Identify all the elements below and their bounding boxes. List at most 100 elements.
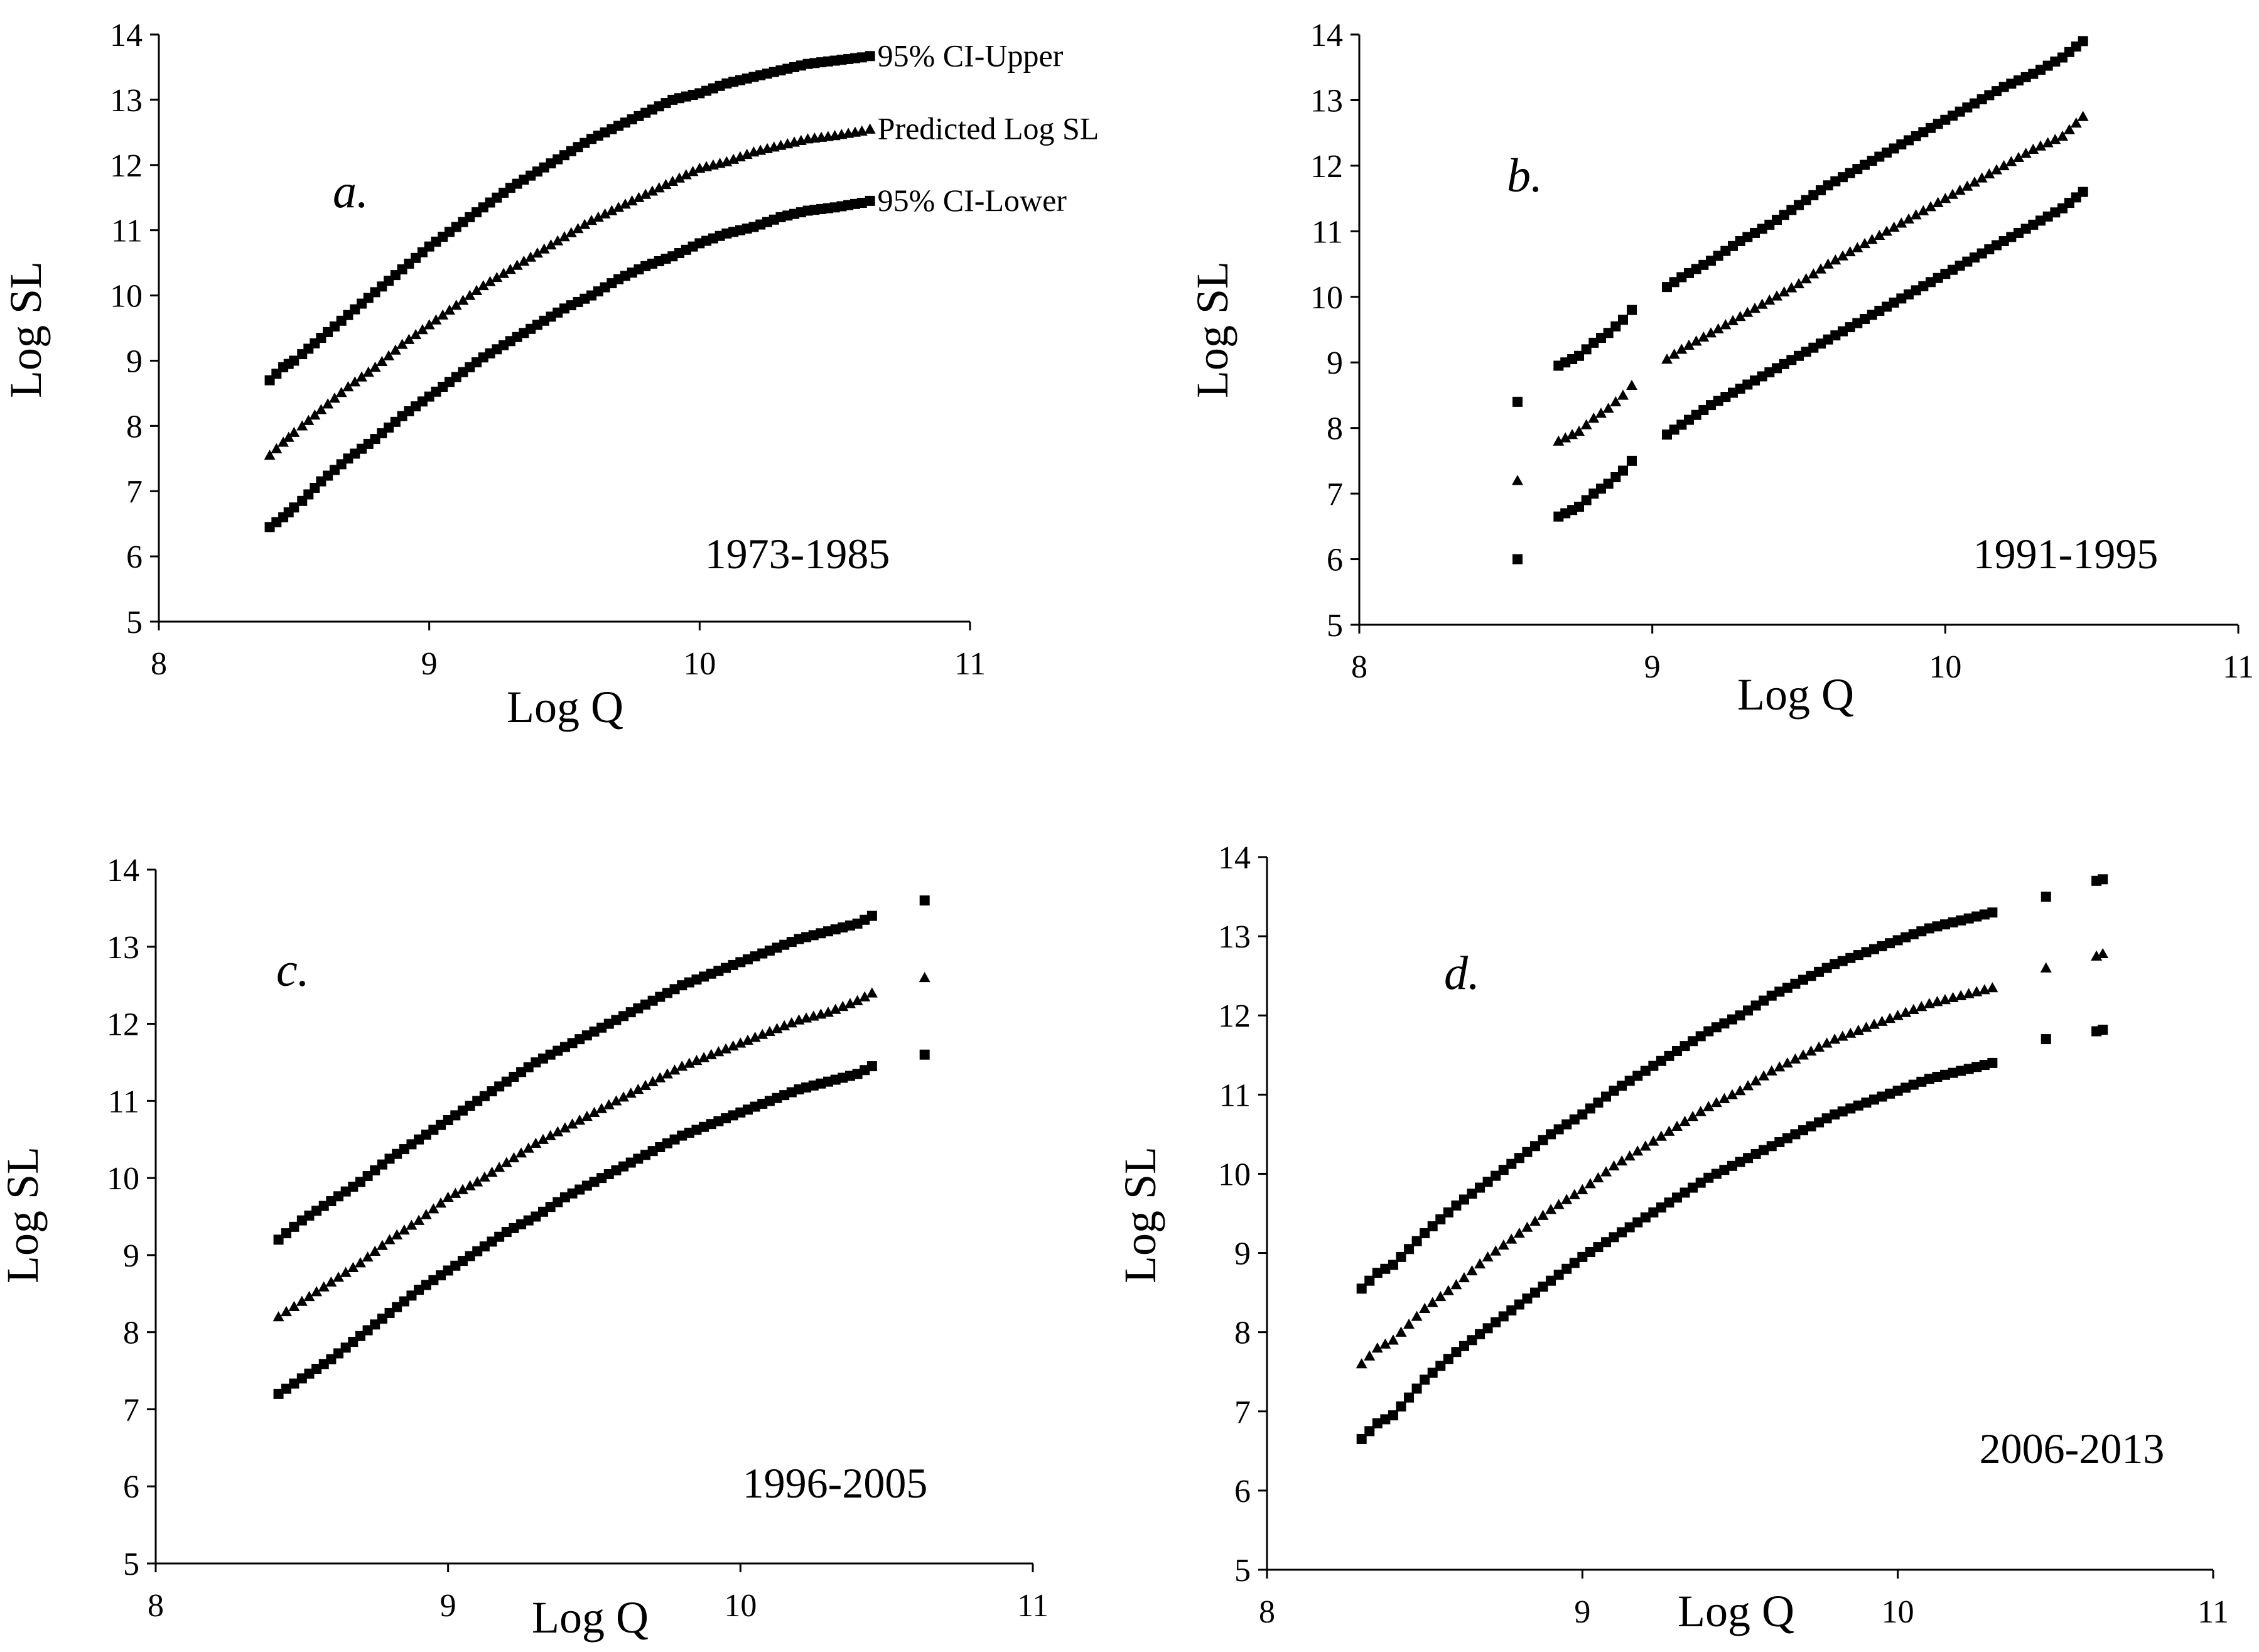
data-point-triangle [1419,1302,1431,1314]
data-point-square [1546,1275,1556,1286]
period-label: 1973-1985 [705,530,890,578]
data-point-triangle [844,998,856,1008]
data-point-triangle [1426,1297,1438,1307]
data-point-triangle [851,995,863,1005]
data-point-triangle [362,366,374,377]
data-point-square [1679,1041,1690,1052]
data-point-triangle [1837,250,1848,261]
data-point-triangle [1764,294,1776,305]
y-tick-label: 12 [110,148,143,184]
data-point-triangle [309,409,321,420]
data-point-triangle [2040,962,2052,973]
data-point-triangle [633,192,645,202]
data-point-triangle [669,1064,681,1075]
chart-panel-2: 5 6 7 8 9 10 11 12 13 14 8 9 10 11 Log Q Log SL b. 1991-1… [1187,18,2254,720]
data-point-triangle [1712,323,1724,333]
data-point-square [273,1388,284,1399]
data-point-triangle [599,208,611,219]
data-point-triangle [572,223,584,234]
data-point-triangle [1626,379,1637,390]
data-point-square [1561,1119,1572,1130]
data-point-square [1845,1103,1856,1114]
data-point-triangle [1588,413,1600,423]
data-point-triangle [1466,1265,1478,1276]
data-point-square [1932,921,1943,932]
legend-label: 95% CI-Upper [878,38,1064,73]
data-point-triangle [1450,1279,1462,1290]
data-point-triangle [1987,982,1998,993]
data-point-triangle [1720,319,1732,330]
data-point-triangle [2077,111,2089,121]
x-axis-title: Log Q [1737,669,1854,720]
data-point-triangle [2070,117,2082,128]
data-point-square [1491,1317,1501,1327]
data-point-triangle [691,1054,703,1066]
x-tick-label: 9 [1644,649,1661,685]
data-point-triangle [1750,1075,1762,1086]
data-point-square [1618,465,1628,476]
data-point-square [1624,1222,1635,1233]
data-point-triangle [1876,1015,1888,1026]
series-95-ci-upper [1356,874,2108,1294]
data-point-square [281,1383,291,1394]
series-95-ci-lower [1356,1024,2108,1444]
period-label: 1996-2005 [743,1459,928,1507]
data-point-square [1774,1137,1785,1147]
data-point-square [1577,1251,1588,1262]
data-point-triangle [574,1115,586,1125]
data-point-triangle [1624,1150,1636,1161]
data-point-triangle [1671,1120,1683,1131]
data-point-triangle [420,1209,432,1219]
data-point-square [1703,1026,1714,1037]
data-point-triangle [1734,311,1746,321]
period-label: 2006-2013 [1980,1425,2165,1472]
data-point-square [1404,1392,1415,1403]
data-point-triangle [2042,137,2054,148]
y-tick-label: 10 [1218,1157,1251,1192]
data-point-square [2078,36,2088,46]
y-tick-label: 6 [1234,1474,1251,1509]
data-point-square [1940,1069,1951,1080]
data-point-triangle [779,1020,790,1030]
legend-label: 95% CI-Lower [878,183,1067,218]
data-point-triangle [498,267,510,278]
data-point-triangle [484,276,496,286]
data-point-square [1868,944,1879,954]
y-tick-label: 14 [1310,18,1343,53]
x-tick-label: 8 [148,1588,164,1624]
data-point-square [1506,1305,1517,1315]
x-tick-label: 10 [724,1588,757,1624]
data-point-triangle [456,1184,468,1194]
data-point-triangle [504,264,516,274]
data-point-triangle [272,1311,284,1322]
chart-panel-1: 5 6 7 8 9 10 11 12 13 14 8 9 10 11 Log Q Log SL a. 1973-1… [1,18,1099,732]
panel-letter: c. [276,944,310,996]
data-point-square [1435,1214,1446,1224]
y-tick-label: 5 [126,605,143,640]
data-point-square [1987,1057,1998,1068]
data-point-triangle [271,443,283,453]
data-point-triangle [1676,343,1688,354]
data-point-square [1759,1145,1769,1155]
data-point-triangle [1925,201,1936,212]
y-tick-label: 7 [126,474,143,510]
data-point-triangle [661,1068,673,1079]
data-point-triangle [450,1187,461,1198]
data-point-square [1585,1103,1595,1114]
data-point-triangle [442,1191,454,1202]
data-point-triangle [1813,1041,1825,1052]
data-point-triangle [1553,435,1565,446]
data-point-triangle [508,1152,520,1163]
data-point-triangle [1639,1140,1651,1151]
data-point-triangle [859,991,871,1001]
data-point-square [1443,1354,1453,1364]
data-point-triangle [1718,1093,1730,1103]
data-point-square [1837,1106,1848,1117]
data-point-square [1759,995,1769,1006]
data-point-square [1443,1207,1453,1217]
data-point-square [1640,1066,1651,1076]
data-point-triangle [391,1229,403,1239]
data-point-triangle [1442,1285,1454,1295]
data-point-square [1632,1071,1643,1081]
data-point-square [1766,990,1777,1001]
